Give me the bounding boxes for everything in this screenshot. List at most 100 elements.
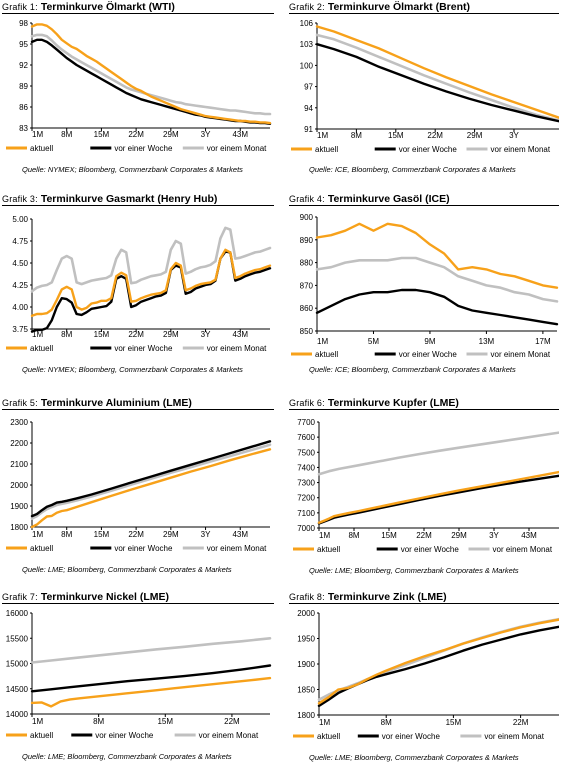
x-tick-label: 8M	[61, 130, 72, 139]
x-tick-label: 8M	[348, 531, 359, 540]
chart-title-text: Terminkurve Ölmarkt (WTI)	[40, 1, 175, 13]
y-tick-label: 5.00	[12, 215, 28, 224]
x-tick-label: 22M	[128, 330, 144, 339]
y-tick-label: 83	[19, 124, 28, 133]
chart-title: Grafik 1: Terminkurve Ölmarkt (WTI)	[2, 1, 175, 13]
y-tick-label: 900	[300, 213, 314, 222]
x-tick-label: 3Y	[509, 131, 519, 140]
legend-label-week: vor einer Woche	[114, 144, 173, 153]
chart-panel-2: Grafik 2: Terminkurve Ölmarkt (Brent) 106 1…	[289, 1, 559, 183]
chart-title: Grafik 6: Terminkurve Kupfer (LME)	[289, 397, 459, 409]
chart-panel-5: Grafik 5: Terminkurve Aluminium (LME) 2300…	[2, 397, 274, 579]
y-tick-label: 15500	[6, 634, 29, 643]
y-tick-label: 880	[300, 259, 314, 268]
chart-panel-3: Grafik 3: Terminkurve Gasmarkt (Henry Hub…	[2, 193, 274, 375]
series-line-current	[30, 23, 272, 125]
chart-title-text: Terminkurve Gasmarkt (Henry Hub)	[40, 193, 218, 205]
chart-svg: 5.00 4.75 4.50 4.25 4.00 3.75 1M 8M 15M 22M 29M 3Y 4…	[6, 215, 272, 353]
title-rule	[289, 13, 559, 14]
x-tick-label: 29M	[451, 531, 467, 540]
x-tick-label: 17M	[535, 337, 551, 346]
legend-label-current: aktuell	[30, 544, 53, 553]
y-tick-label: 14000	[6, 710, 29, 719]
chart-panel-7: Grafik 7: Terminkurve Nickel (LME) 16000 15…	[2, 591, 274, 773]
series-line-current	[315, 25, 559, 119]
y-tick-label: 100	[300, 61, 314, 70]
chart-title: Grafik 5: Terminkurve Aluminium (LME)	[2, 397, 192, 409]
y-tick-label: 2300	[10, 418, 28, 427]
legend-label-week: vor einer Woche	[399, 145, 458, 154]
chart-panel-4: Grafik 4: Terminkurve Gasöl (ICE) 900 890 88…	[289, 193, 559, 375]
chart-title: Grafik 8: Terminkurve Zink (LME)	[289, 591, 447, 603]
x-tick-label: 1M	[32, 330, 43, 339]
x-tick-label: 22M	[224, 717, 240, 726]
x-tick-label: 22M	[128, 130, 144, 139]
legend-label-current: aktuell	[317, 732, 340, 741]
chart-title-text: Terminkurve Kupfer (LME)	[327, 397, 459, 409]
chart-title: Grafik 7: Terminkurve Nickel (LME)	[2, 591, 169, 603]
title-rule	[2, 13, 274, 14]
series-line-month	[30, 226, 272, 293]
x-tick-label: 29M	[467, 131, 483, 140]
chart-title: Grafik 3: Terminkurve Gasmarkt (Henry Hub…	[2, 193, 217, 205]
chart-title-text: Terminkurve Gasöl (ICE)	[327, 193, 450, 205]
source-note: Quelle: LME; Bloomberg, Commerzbank Corp…	[22, 565, 232, 574]
chart-title-text: Terminkurve Nickel (LME)	[40, 591, 169, 603]
x-tick-label: 3Y	[201, 530, 211, 539]
x-tick-label: 8M	[61, 330, 72, 339]
y-tick-label: 7500	[297, 448, 315, 457]
x-tick-label: 8M	[93, 717, 104, 726]
y-tick-label: 7000	[297, 524, 315, 533]
x-tick-label: 3Y	[489, 531, 499, 540]
title-rule	[2, 409, 274, 410]
legend-label-month: vor einem Monat	[493, 545, 553, 554]
source-note: Quelle: LME; Bloomberg, Commerzbank Corp…	[22, 752, 232, 761]
chart-title: Grafik 4: Terminkurve Gasöl (ICE)	[289, 193, 450, 205]
title-rule	[289, 205, 559, 206]
y-tick-label: 7700	[297, 418, 315, 427]
y-tick-label: 86	[19, 103, 28, 112]
series-line-current	[30, 448, 272, 529]
x-tick-label: 29M	[163, 530, 179, 539]
series-line-current	[30, 248, 272, 318]
x-tick-label: 8M	[351, 131, 362, 140]
x-tick-label: 13M	[479, 337, 495, 346]
y-tick-label: 103	[300, 40, 314, 49]
y-tick-label: 3.75	[12, 325, 28, 334]
series-line-month	[315, 256, 559, 303]
x-tick-label: 1M	[32, 530, 43, 539]
series-line-month	[30, 33, 272, 116]
x-tick-label: 15M	[94, 130, 110, 139]
y-tick-label: 860	[300, 304, 314, 313]
chart-panel-6: Grafik 6: Terminkurve Kupfer (LME) 7700 760…	[289, 397, 559, 579]
x-tick-label: 22M	[513, 718, 529, 727]
title-rule	[289, 409, 559, 410]
legend-label-current: aktuell	[317, 545, 340, 554]
x-tick-label: 3Y	[201, 130, 211, 139]
x-tick-label: 8M	[381, 718, 392, 727]
x-tick-label: 15M	[388, 131, 404, 140]
series-line-week	[30, 440, 272, 518]
chart-svg: 106 103 100 97 94 91 1M 8M 15M 22M 29M 3Y aktuell vor…	[291, 19, 559, 154]
source-note: Quelle: ICE, Bloomberg, Commerzbank Corp…	[309, 165, 516, 174]
source-note: Quelle: LME; Bloomberg, Commerzbank Corp…	[309, 566, 519, 575]
x-tick-label: 43M	[232, 130, 248, 139]
legend-label-week: vor einer Woche	[382, 732, 441, 741]
chart-panel-1: Grafik 1: Terminkurve Ölmarkt (WTI) 98 95 92…	[2, 1, 274, 183]
series-line-week	[30, 250, 272, 333]
chart-svg: 2300 2200 2100 2000 1900 1800 1M 8M 15M 22M 29M 3Y 4…	[6, 418, 272, 553]
legend-label-month: vor einem Monat	[207, 144, 267, 153]
y-tick-label: 1800	[10, 523, 28, 532]
x-tick-label: 1M	[32, 130, 43, 139]
legend-label-week: vor einer Woche	[114, 544, 173, 553]
y-tick-label: 7100	[297, 509, 315, 518]
legend-label-week: vor einer Woche	[401, 545, 460, 554]
y-tick-label: 850	[300, 327, 314, 336]
x-tick-label: 1M	[317, 337, 328, 346]
legend-label-current: aktuell	[30, 144, 53, 153]
chart-title-prefix: Grafik 8:	[289, 592, 325, 602]
chart-title-text: Terminkurve Zink (LME)	[327, 591, 447, 603]
legend-label-current: aktuell	[315, 350, 338, 359]
